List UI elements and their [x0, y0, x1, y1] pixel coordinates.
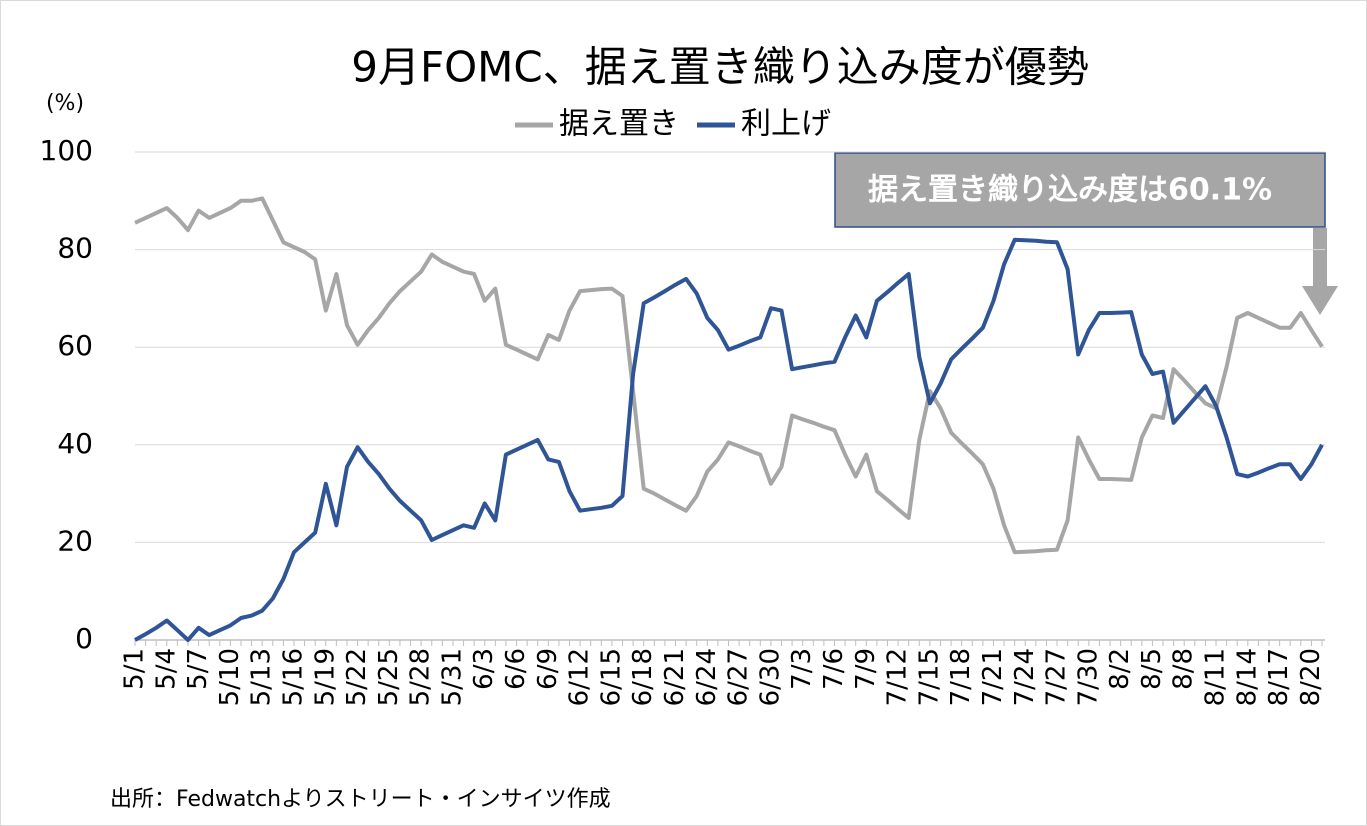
- y-unit: (%): [46, 91, 84, 116]
- x-tick-label: 7/27: [1042, 648, 1072, 706]
- x-tick-label: 5/4: [151, 648, 181, 690]
- x-tick-label: 7/9: [851, 648, 881, 690]
- x-tick-label: 5/13: [247, 648, 277, 706]
- y-tick-label: 20: [57, 524, 93, 557]
- x-tick-label: 6/24: [692, 648, 722, 706]
- x-tick-label: 7/12: [883, 648, 913, 706]
- x-tick-label: 6/18: [628, 648, 658, 706]
- x-tick-label: 5/25: [374, 648, 404, 706]
- x-tick-label: 6/27: [724, 648, 754, 706]
- y-tick-label: 0: [75, 622, 93, 655]
- x-tick-label: 6/21: [660, 648, 690, 706]
- x-tick-label: 5/16: [278, 648, 308, 706]
- y-tick-label: 100: [40, 134, 93, 167]
- x-tick-label: 7/6: [819, 648, 849, 690]
- x-tick-label: 6/9: [533, 648, 563, 690]
- legend: 据え置き 利上げ: [515, 107, 831, 142]
- x-tick-label: 7/30: [1073, 648, 1103, 706]
- x-tick-label: 5/31: [437, 648, 467, 706]
- x-tick-label: 7/21: [978, 648, 1008, 706]
- x-tick-label: 5/1: [120, 648, 150, 690]
- x-tick-label: 8/20: [1296, 648, 1326, 706]
- x-tick-label: 5/10: [215, 648, 245, 706]
- x-tick-label: 5/7: [183, 648, 213, 690]
- x-tick-label: 5/19: [310, 648, 340, 706]
- x-tick-label: 6/30: [755, 648, 785, 706]
- x-tick-label: 7/3: [787, 648, 817, 690]
- x-tick-label: 5/28: [406, 648, 436, 706]
- y-tick-label: 60: [57, 329, 93, 362]
- x-tick-label: 8/2: [1105, 648, 1135, 690]
- x-tick-label: 8/11: [1201, 648, 1231, 706]
- x-tick-label: 7/18: [946, 648, 976, 706]
- x-tick-label: 7/24: [1010, 648, 1040, 706]
- x-tick-label: 6/15: [596, 648, 626, 706]
- x-tick-label: 8/8: [1169, 648, 1199, 690]
- annotation-box: [834, 152, 1326, 228]
- series-line: [134, 196, 1324, 555]
- annotation-text: 据え置き織り込み度は60.1%: [868, 173, 1272, 208]
- x-tick-label: 6/6: [501, 648, 531, 690]
- y-tick-label: 80: [57, 232, 93, 265]
- legend-label: 利上げ: [741, 107, 831, 142]
- x-tick-label: 8/14: [1232, 648, 1262, 706]
- x-tick-label: 6/3: [469, 648, 499, 690]
- y-tick-label: 40: [57, 427, 93, 460]
- chart-title: 9月FOMC、据え置き織り込み度が優勢: [351, 43, 1089, 92]
- annotation-arrow: [1302, 228, 1338, 315]
- x-tick-label: 7/15: [914, 648, 944, 706]
- legend-label: 据え置き: [559, 107, 679, 142]
- x-tick-label: 8/5: [1137, 648, 1167, 690]
- series-line: [134, 237, 1324, 642]
- x-tick-label: 8/17: [1264, 648, 1294, 706]
- x-tick-label: 6/12: [565, 648, 595, 706]
- source-note: 出所：Fedwatchよりストリート・インサイツ作成: [110, 787, 611, 812]
- x-tick-label: 5/22: [342, 648, 372, 706]
